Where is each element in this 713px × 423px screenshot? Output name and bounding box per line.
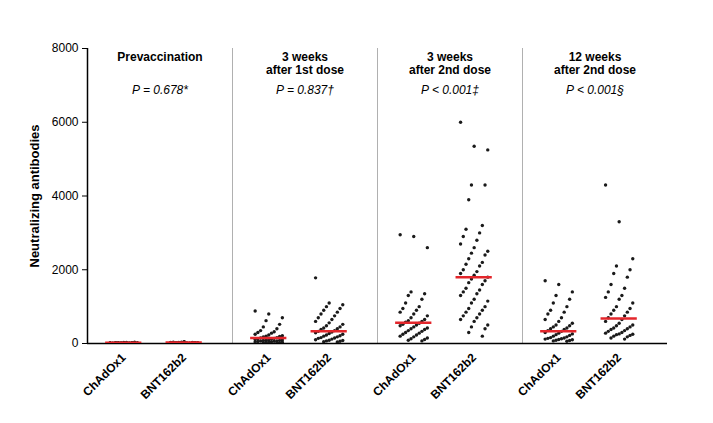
svg-text:BNT162b2: BNT162b2 [283, 350, 335, 402]
svg-text:Prevaccination: Prevaccination [117, 50, 202, 64]
svg-text:P < 0.001§: P < 0.001§ [566, 83, 624, 97]
svg-text:P < 0.001‡: P < 0.001‡ [421, 83, 479, 97]
svg-text:ChAdOx1: ChAdOx1 [370, 350, 419, 399]
svg-text:BNT162b2: BNT162b2 [428, 350, 480, 402]
svg-text:3 weeksafter 1st dose: 3 weeksafter 1st dose [266, 50, 344, 77]
svg-text:ChAdOx1: ChAdOx1 [225, 350, 274, 399]
svg-text:0: 0 [72, 336, 79, 350]
svg-text:ChAdOx1: ChAdOx1 [515, 350, 564, 399]
svg-text:6000: 6000 [52, 115, 79, 129]
svg-text:3 weeksafter 2nd dose: 3 weeksafter 2nd dose [409, 50, 491, 77]
svg-text:P = 0.678*: P = 0.678* [132, 83, 188, 97]
svg-text:P = 0.837†: P = 0.837† [276, 83, 334, 97]
svg-text:Neutralizing antibodies: Neutralizing antibodies [27, 124, 42, 267]
svg-text:ChAdOx1: ChAdOx1 [80, 350, 129, 399]
svg-text:8000: 8000 [52, 41, 79, 55]
svg-text:4000: 4000 [52, 189, 79, 203]
svg-text:12 weeksafter 2nd dose: 12 weeksafter 2nd dose [554, 50, 636, 77]
svg-text:BNT162b2: BNT162b2 [573, 350, 625, 402]
svg-text:BNT162b2: BNT162b2 [138, 350, 190, 402]
svg-text:2000: 2000 [52, 263, 79, 277]
